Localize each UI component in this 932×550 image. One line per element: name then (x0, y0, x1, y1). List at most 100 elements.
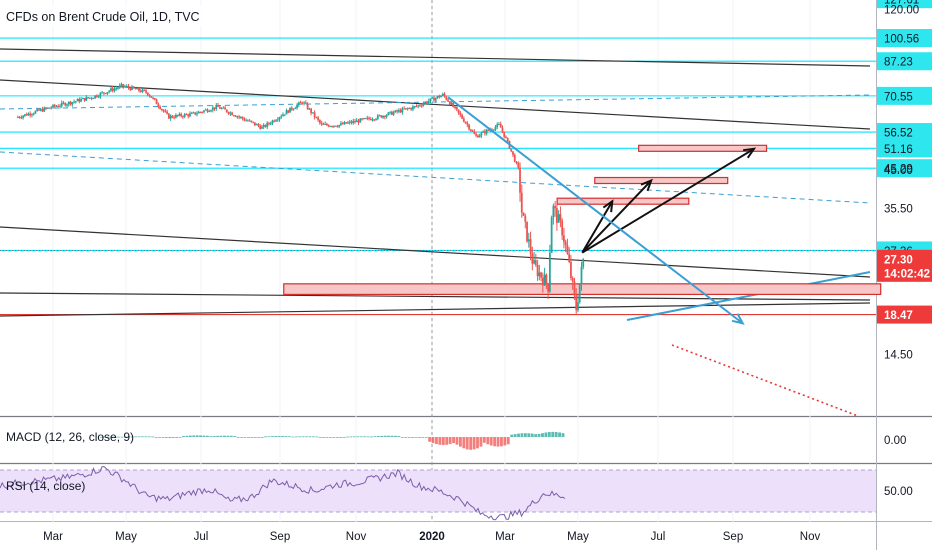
candle-body (64, 103, 67, 106)
macd-bar (205, 435, 209, 437)
macd-bar (236, 437, 240, 438)
candle-body (512, 151, 514, 155)
macd-pane[interactable] (0, 417, 876, 463)
candle-body (125, 86, 128, 88)
candle-body (132, 86, 135, 89)
candle-body (80, 99, 82, 102)
candle-body (225, 109, 228, 113)
candle-body (257, 124, 260, 126)
candle-body (53, 104, 56, 107)
candle-body (355, 120, 358, 123)
macd-bar (489, 437, 493, 446)
macd-bar (448, 437, 452, 445)
dashed-channel-line[interactable] (0, 94, 871, 110)
candle-body (520, 192, 523, 213)
downtrend-arrow[interactable] (447, 96, 744, 325)
candle-body (540, 272, 542, 278)
candle-body (317, 117, 320, 120)
candle-body (366, 117, 369, 119)
candle-body (466, 123, 469, 125)
candle-body (419, 105, 421, 107)
macd-bar (260, 437, 264, 438)
candle-body (192, 112, 195, 114)
candle-body (131, 86, 133, 90)
candle-body (60, 102, 63, 106)
trendline[interactable] (0, 226, 871, 278)
target-arrow[interactable] (581, 179, 652, 254)
candle-body (373, 119, 376, 121)
target-zone[interactable] (556, 197, 690, 205)
candle-body (153, 98, 156, 100)
macd-bar (527, 433, 531, 437)
macd-bar (229, 435, 233, 437)
candle-body (352, 120, 355, 123)
candle-body (178, 113, 181, 116)
macd-bar (441, 437, 445, 445)
macd-bar (325, 437, 329, 438)
target-zone[interactable] (594, 176, 729, 185)
candle-body (506, 137, 509, 142)
candle-body (496, 124, 499, 128)
dashed-channel-line[interactable] (0, 151, 871, 204)
target-arrow[interactable] (581, 147, 755, 254)
candle-body (406, 108, 409, 110)
candle-body (266, 122, 269, 127)
candle-body (245, 120, 248, 122)
candle-body (387, 112, 390, 116)
rising-trendline[interactable] (626, 271, 871, 321)
target-arrow[interactable] (581, 200, 614, 254)
macd-bar (465, 437, 469, 450)
candle-body (115, 88, 118, 90)
macd-bar (253, 437, 257, 438)
candle-body (533, 260, 535, 264)
price-axis-label: 56.52 (884, 128, 913, 140)
candle-body (348, 121, 351, 123)
macd-bar (400, 437, 404, 438)
candle-body (450, 102, 453, 105)
candle-body (303, 102, 305, 104)
target-zone[interactable] (638, 144, 768, 152)
macd-bar (195, 435, 199, 437)
price-axis-label: 87.23 (884, 57, 913, 69)
candle-body (433, 97, 435, 101)
demand-zone[interactable] (283, 283, 882, 296)
candle-body (201, 111, 204, 113)
candle-body (354, 120, 356, 123)
trendline[interactable] (0, 48, 871, 67)
rsi-band (0, 470, 876, 512)
candle-body (527, 239, 530, 242)
macd-bar (363, 436, 367, 438)
candle-body (555, 208, 558, 223)
target-arrow-head (602, 199, 614, 213)
candle-body (359, 118, 362, 123)
candle-body (564, 241, 567, 246)
candle-body (232, 115, 235, 117)
macd-bar (417, 437, 421, 438)
macd-bar (144, 436, 148, 438)
projection-line[interactable] (671, 344, 859, 417)
candle-body (473, 131, 476, 135)
candle-body (484, 131, 486, 134)
candle-body (264, 125, 267, 127)
trendline[interactable] (0, 302, 871, 317)
macd-bar (318, 437, 322, 438)
macd-bar (534, 434, 538, 437)
candle-body (478, 135, 481, 138)
candle-body (88, 97, 91, 99)
macd-bar (247, 437, 250, 438)
target-arrow-head (743, 147, 757, 159)
macd-bar (520, 433, 524, 437)
trendline[interactable] (0, 79, 871, 130)
candle-body (38, 109, 40, 111)
candle-body (543, 274, 546, 286)
candle-body (50, 107, 53, 109)
trendline[interactable] (0, 292, 871, 301)
macd-bar (479, 437, 483, 447)
candle-body (408, 108, 411, 110)
candle-body (559, 214, 562, 221)
price-pane[interactable] (0, 0, 876, 416)
candle-body (268, 122, 270, 124)
candle-body (538, 272, 541, 277)
candle-body (524, 215, 527, 222)
